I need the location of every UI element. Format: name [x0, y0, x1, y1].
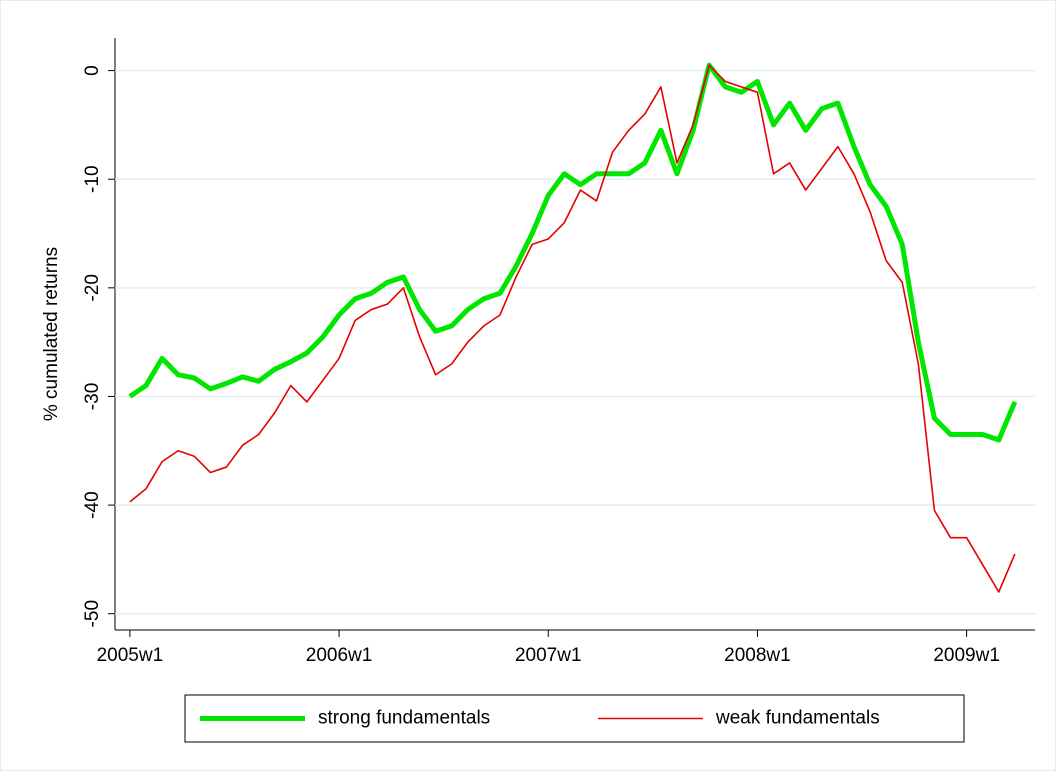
x-tick-label: 2009w1 [933, 645, 1000, 666]
x-tick-label: 2005w1 [97, 645, 164, 666]
series-line [129, 64, 1016, 593]
y-tick-label: 0 [82, 65, 103, 76]
y-tick-label: -30 [82, 383, 103, 410]
y-tick-label: -40 [82, 491, 103, 518]
y-tick-label: -50 [82, 600, 103, 627]
legend-label: weak fundamentals [715, 708, 880, 729]
y-axis-label: % cumulated returns [41, 247, 62, 421]
x-tick-label: 2006w1 [306, 645, 373, 666]
x-tick-label: 2008w1 [724, 645, 791, 666]
y-tick-label: -20 [82, 274, 103, 301]
series-line [128, 62, 1018, 443]
legend-label: strong fundamentals [318, 708, 490, 729]
legend-box [184, 694, 965, 743]
y-tick-label: -10 [82, 165, 103, 192]
x-tick-label: 2007w1 [515, 645, 582, 666]
